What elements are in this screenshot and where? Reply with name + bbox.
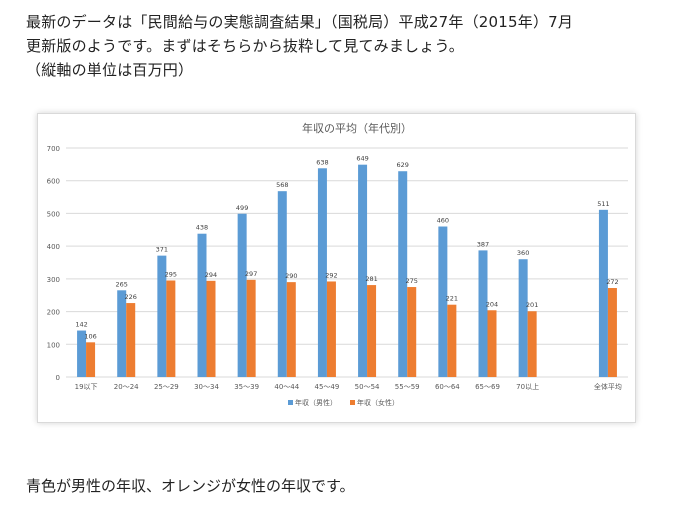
x-tick-label: 50～54 [355,383,380,391]
legend-swatch-male [288,400,293,405]
bar-female [487,310,497,377]
data-label: 371 [156,246,168,254]
data-label: 629 [397,161,409,169]
data-label: 290 [285,272,297,280]
data-label: 221 [446,295,458,303]
x-tick-label: 40～44 [274,383,299,391]
bar-male [518,259,528,377]
legend-label: 年収（男性） [295,398,337,407]
x-tick-label: 20～24 [114,383,139,391]
y-tick-label: 500 [47,210,60,218]
data-label: 638 [316,158,328,166]
x-tick-label: 35～39 [234,383,259,391]
bar-female [206,280,216,377]
bar-female [447,304,457,377]
y-tick-label: 700 [47,145,60,153]
bar-male [398,171,408,377]
data-label: 292 [325,271,337,279]
intro-line-3: （縦軸の単位は百万円） [26,61,194,79]
bar-female [407,287,417,377]
bar-female [527,311,537,377]
data-label: 204 [486,300,498,308]
data-label: 201 [526,301,538,309]
bar-male [237,213,247,377]
bar-male [117,290,127,377]
y-tick-label: 0 [56,374,60,382]
footer-text: 青色が男性の年収、オレンジが女性の年収です。 [26,477,355,495]
data-label: 265 [116,280,128,288]
legend-label: 年収（女性） [357,398,399,407]
bar-chart: 年収の平均（年代別） 0 100 200 300 400 500 600 700 142 106 19… [47,121,628,407]
x-tick-label: 70以上 [516,382,539,391]
data-label: 106 [84,332,96,340]
data-label: 281 [365,275,377,283]
y-tick-label: 300 [47,276,60,284]
x-tick-label: 65～69 [475,383,500,391]
y-tick-label: 100 [47,341,60,349]
x-tick-label: 55～59 [395,383,420,391]
data-label: 511 [597,200,609,208]
data-label: 649 [356,155,368,163]
data-label: 568 [276,181,288,189]
x-tick-label: 25～29 [154,383,179,391]
x-tick-label: 全体平均 [594,382,622,391]
data-label: 297 [245,270,257,278]
y-tick-label: 600 [47,178,60,186]
data-label: 360 [517,249,529,257]
y-tick-label: 400 [47,243,60,251]
bar-male [77,330,87,377]
data-label: 226 [125,293,137,301]
data-label: 387 [477,240,489,248]
chart-title: 年収の平均（年代別） [302,121,412,135]
bar-female [607,288,617,377]
data-label: 272 [606,278,618,286]
bar-male [197,233,207,377]
data-label: 142 [75,321,87,329]
bar-male [317,168,327,377]
bar-male [478,250,488,377]
intro-line-2: 更新版のようです。まずはそちらから抜粋して見てみましょう。 [26,37,464,55]
bar-male [438,226,448,377]
bar-female [286,282,296,377]
bar-male [157,255,167,377]
data-label: 275 [406,277,418,285]
x-tick-label: 30～34 [194,383,219,391]
bar-female [246,279,256,377]
bar-female [326,281,336,377]
bar-female [367,285,377,377]
bar-male [277,191,287,377]
bar-female [86,342,96,377]
intro-line-1: 最新のデータは「民間給与の実態調査結果」（国税局）平成27年（2015年）7月 [26,13,574,31]
data-label: 460 [437,217,449,225]
bar-female [126,303,136,377]
data-label: 294 [205,271,217,279]
x-tick-label: 60～64 [435,383,460,391]
legend-swatch-female [350,400,355,405]
x-tick-label: 19以下 [75,383,98,391]
y-tick-label: 200 [47,309,60,317]
data-label: 295 [165,270,177,278]
data-label: 438 [196,224,208,232]
data-label: 499 [236,204,248,212]
intro-text: 最新のデータは「民間給与の実態調査結果」（国税局）平成27年（2015年）7月 … [26,10,666,82]
x-tick-label: 45～49 [315,383,340,391]
chart-card: 年収の平均（年代別） 0 100 200 300 400 500 600 700 142 106 19… [37,113,636,423]
bar-male [358,164,368,377]
bar-male [598,209,608,377]
bar-female [166,280,176,377]
